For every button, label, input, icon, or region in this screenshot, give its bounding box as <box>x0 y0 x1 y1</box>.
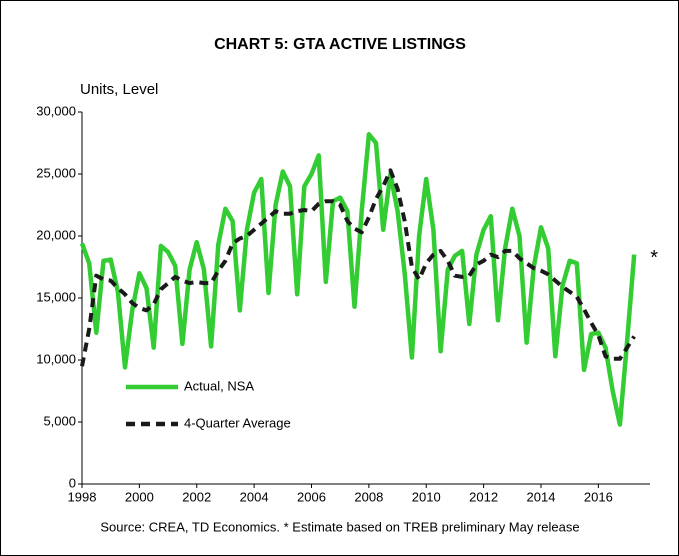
legend-label: 4-Quarter Average <box>184 415 291 430</box>
x-tick-label: 2014 <box>527 489 556 504</box>
chart-title: CHART 5: GTA ACTIVE LISTINGS <box>214 36 466 53</box>
y-tick-label: 30,000 <box>36 103 76 118</box>
y-tick-label: 25,000 <box>36 165 76 180</box>
x-tick-label: 2016 <box>584 489 613 504</box>
annotation: * <box>650 247 658 269</box>
y-axis-label: Units, Level <box>80 81 158 98</box>
y-tick-label: 15,000 <box>36 289 76 304</box>
x-tick-label: 2000 <box>125 489 154 504</box>
x-tick-label: 2010 <box>412 489 441 504</box>
x-tick-label: 2008 <box>354 489 383 504</box>
x-tick-label: 1998 <box>68 489 97 504</box>
y-tick-label: 0 <box>69 475 76 490</box>
source-note: Source: CREA, TD Economics. * Estimate b… <box>100 519 579 534</box>
y-tick-label: 5,000 <box>43 413 76 428</box>
x-tick-label: 2004 <box>240 489 269 504</box>
y-tick-label: 10,000 <box>36 351 76 366</box>
series-line <box>80 168 636 367</box>
y-tick-label: 20,000 <box>36 227 76 242</box>
x-tick-label: 2012 <box>469 489 498 504</box>
x-tick-label: 2006 <box>297 489 326 504</box>
legend-label: Actual, NSA <box>184 378 254 393</box>
x-tick-label: 2002 <box>182 489 211 504</box>
series-line <box>79 132 637 427</box>
